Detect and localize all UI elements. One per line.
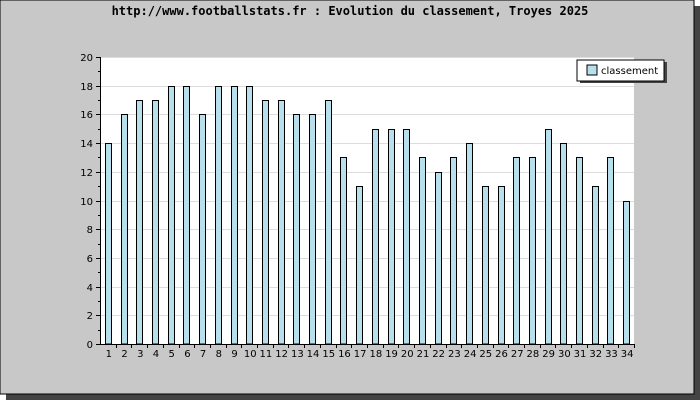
y-tick-label: 2 <box>87 311 93 322</box>
x-tick-label: 27 <box>511 349 524 360</box>
x-tick-label: 19 <box>385 349 398 360</box>
x-tick-label: 15 <box>322 349 335 360</box>
x-tick-label: 22 <box>432 349 445 360</box>
y-tick-label: 16 <box>80 110 93 121</box>
bar-14 <box>309 114 316 345</box>
x-tick-label: 4 <box>153 349 159 360</box>
x-tick-label: 7 <box>200 349 206 360</box>
bar-19 <box>388 129 395 345</box>
bar-7 <box>199 114 206 345</box>
x-tick-label: 32 <box>589 349 602 360</box>
x-tick-label: 5 <box>168 349 174 360</box>
bar-5 <box>168 86 175 345</box>
bar-32 <box>592 186 599 345</box>
x-tick-label: 2 <box>121 349 127 360</box>
y-tick-label: 6 <box>87 254 93 265</box>
x-tick-label: 34 <box>621 349 634 360</box>
bar-9 <box>231 86 238 345</box>
x-tick-label: 10 <box>244 349 257 360</box>
x-tick-label: 16 <box>338 349 351 360</box>
x-tick-label: 31 <box>574 349 587 360</box>
bar-21 <box>419 157 426 345</box>
bar-28 <box>529 157 536 345</box>
x-tick-label: 9 <box>231 349 237 360</box>
bar-16 <box>340 157 347 345</box>
bar-3 <box>136 100 143 345</box>
bar-11 <box>262 100 269 345</box>
bar-12 <box>278 100 285 345</box>
bar-17 <box>356 186 363 345</box>
y-tick-label: 12 <box>80 168 93 179</box>
x-tick-label: 33 <box>605 349 618 360</box>
y-tick-label: 4 <box>87 283 93 294</box>
x-tick-label: 13 <box>291 349 304 360</box>
bar-29 <box>545 129 552 345</box>
legend-swatch <box>586 64 598 76</box>
x-tick-label: 29 <box>542 349 555 360</box>
bar-33 <box>607 157 614 345</box>
bar-13 <box>293 114 300 345</box>
chart-title: http://www.footballstats.fr : Evolution … <box>112 4 589 18</box>
x-tick-label: 1 <box>106 349 112 360</box>
bar-4 <box>152 100 159 345</box>
legend-box <box>576 59 665 82</box>
bar-25 <box>482 186 489 345</box>
y-tick-label: 8 <box>87 225 93 236</box>
bar-30 <box>560 143 567 345</box>
bar-26 <box>498 186 505 345</box>
bar-24 <box>466 143 473 345</box>
x-tick-label: 26 <box>495 349 508 360</box>
x-tick-label: 28 <box>527 349 540 360</box>
y-tick-label: 10 <box>80 197 93 208</box>
legend-label: classement <box>601 66 658 77</box>
bar-15 <box>325 100 332 345</box>
x-tick-label: 6 <box>184 349 190 360</box>
x-tick-label: 30 <box>558 349 571 360</box>
bar-23 <box>450 157 457 345</box>
bar-20 <box>403 129 410 345</box>
x-tick-label: 20 <box>401 349 414 360</box>
x-tick-label: 23 <box>448 349 461 360</box>
x-tick-label: 12 <box>275 349 288 360</box>
bar-6 <box>183 86 190 345</box>
legend: classement <box>576 59 667 83</box>
bar-10 <box>246 86 253 345</box>
bar-22 <box>435 172 442 345</box>
y-tick-label: 0 <box>87 340 93 351</box>
x-tick-label: 21 <box>417 349 430 360</box>
y-tick-label: 14 <box>80 139 93 150</box>
x-tick-label: 3 <box>137 349 143 360</box>
bar-34 <box>623 201 630 345</box>
bar-18 <box>372 129 379 345</box>
bar-27 <box>513 157 520 345</box>
x-tick-label: 25 <box>479 349 492 360</box>
bar-1 <box>105 143 112 345</box>
bar-31 <box>576 157 583 345</box>
x-tick-label: 14 <box>307 349 320 360</box>
bar-8 <box>215 86 222 345</box>
x-tick-label: 24 <box>464 349 477 360</box>
x-tick-label: 17 <box>354 349 367 360</box>
y-tick-label: 20 <box>80 53 93 64</box>
bar-2 <box>121 114 128 345</box>
x-tick-label: 11 <box>260 349 273 360</box>
bars-layer <box>105 86 630 345</box>
y-tick-label: 18 <box>80 82 93 93</box>
x-tick-label: 8 <box>216 349 222 360</box>
plot-area <box>100 57 634 344</box>
x-tick-label: 18 <box>369 349 382 360</box>
